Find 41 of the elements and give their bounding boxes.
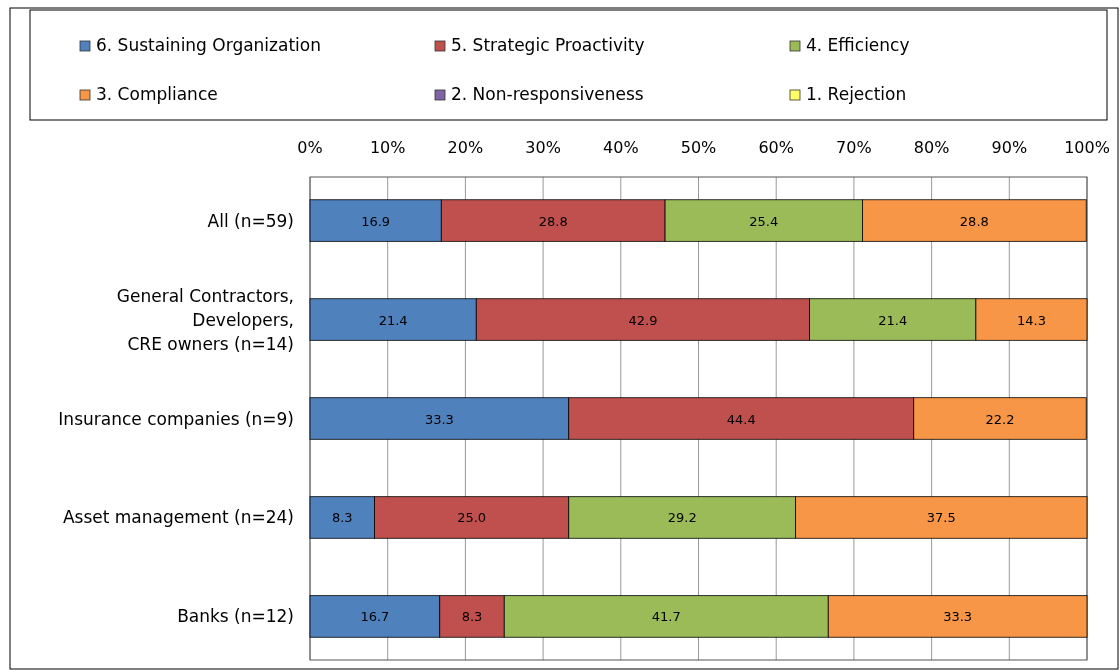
legend-label: 5. Strategic Proactivity [451, 35, 645, 55]
legend-label: 2. Non-responsiveness [451, 84, 644, 104]
data-label: 8.3 [461, 609, 483, 625]
data-label: 33.3 [943, 609, 973, 625]
data-label: 25.0 [457, 510, 487, 526]
data-label: 28.8 [959, 213, 989, 229]
x-tick-label: 30% [525, 138, 561, 157]
data-label: 21.4 [878, 312, 908, 328]
data-label: 42.9 [628, 312, 658, 328]
data-label: 37.5 [926, 510, 956, 526]
data-label: 25.4 [749, 213, 779, 229]
data-label: 22.2 [985, 411, 1015, 427]
data-label: 44.4 [726, 411, 756, 427]
data-label: 16.7 [360, 609, 390, 625]
legend-label: 4. Efficiency [806, 35, 910, 55]
legend-label: 1. Rejection [806, 84, 907, 104]
x-tick-label: 0% [297, 138, 323, 157]
data-label: 14.3 [1016, 312, 1046, 328]
x-tick-label: 50% [680, 138, 717, 157]
y-tick-label: All (n=59) [207, 210, 294, 231]
y-tick-label: General Contractors, Developers, CRE owners (n=14) [116, 285, 294, 354]
data-label: 41.7 [651, 609, 681, 625]
data-label: 8.3 [331, 510, 353, 526]
y-tick-label: Banks (n=12) [177, 606, 294, 627]
x-tick-label: 10% [369, 138, 406, 157]
data-label: 21.4 [378, 312, 408, 328]
x-tick-label: 70% [836, 138, 872, 157]
x-tick-label: 90% [991, 138, 1028, 157]
x-tick-label: 60% [758, 138, 794, 157]
x-tick-label: 80% [913, 138, 950, 157]
y-tick-label: Insurance companies (n=9) [58, 408, 294, 429]
legend-label: 3. Compliance [96, 84, 218, 104]
data-label: 16.9 [361, 213, 391, 229]
data-label: 28.8 [538, 213, 568, 229]
x-tick-label: 40% [603, 138, 639, 157]
data-label: 29.2 [667, 510, 697, 526]
y-tick-label: Asset management (n=24) [62, 507, 294, 528]
legend-label: 6. Sustaining Organization [96, 35, 322, 55]
x-tick-label: 100% [1064, 138, 1110, 157]
x-tick-label: 20% [447, 138, 484, 157]
data-label: 33.3 [424, 411, 454, 427]
